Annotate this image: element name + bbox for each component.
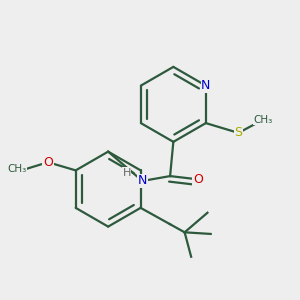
Text: N: N bbox=[138, 175, 147, 188]
Text: O: O bbox=[43, 156, 53, 169]
Text: N: N bbox=[201, 79, 211, 92]
Text: CH₃: CH₃ bbox=[8, 164, 27, 174]
Text: S: S bbox=[234, 126, 242, 140]
Text: CH₃: CH₃ bbox=[253, 115, 272, 125]
Text: H: H bbox=[122, 168, 131, 178]
Text: O: O bbox=[193, 173, 203, 186]
